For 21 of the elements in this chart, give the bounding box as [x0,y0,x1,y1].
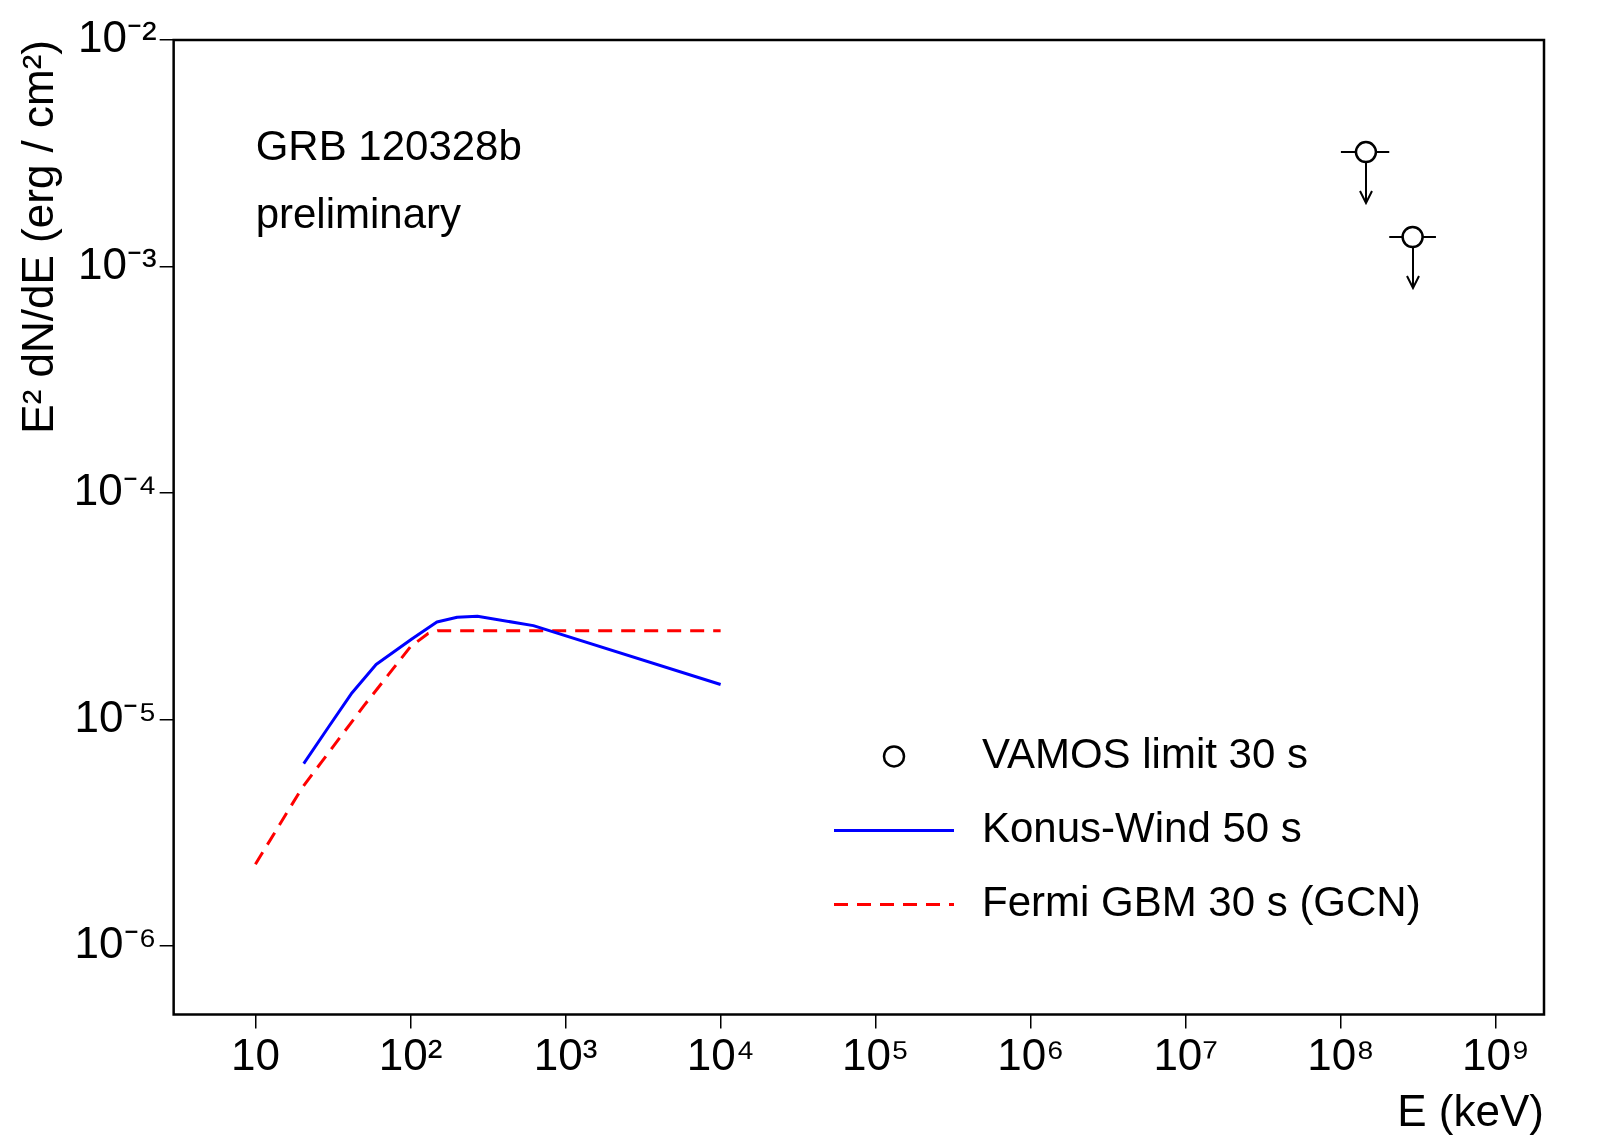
x-tick-label: 10² [378,1029,443,1079]
x-tick-label: 10 [230,1029,280,1079]
y-axis-title: E² dN/dE (erg / cm²) [12,40,62,434]
legend-label: Fermi GBM 30 s (GCN) [982,877,1421,925]
x-tick-label: 10⁸ [1307,1029,1375,1079]
y-tick-label: 10⁻² [78,12,157,62]
annotation: preliminary [255,190,462,237]
x-tick-label: 10³ [533,1029,598,1079]
x-tick-label: 10⁵ [842,1029,910,1079]
y-tick-label: 10⁻³ [78,238,157,288]
x-tick-label: 10⁷ [1153,1029,1219,1079]
y-tick-label: 10⁻⁶ [74,918,157,968]
y-tick-label: 10⁻⁴ [73,465,157,515]
x-tick-label: 10⁴ [686,1029,755,1079]
x-axis-title: E (keV) [1397,1085,1544,1135]
x-tick-label: 10⁹ [1462,1029,1530,1079]
legend-label: Konus-Wind 50 s [982,803,1302,851]
annotation: GRB 120328b [255,122,522,169]
legend-label: VAMOS limit 30 s [982,729,1308,777]
y-tick-label: 10⁻⁵ [74,691,157,741]
x-tick-label: 10⁶ [997,1029,1065,1079]
